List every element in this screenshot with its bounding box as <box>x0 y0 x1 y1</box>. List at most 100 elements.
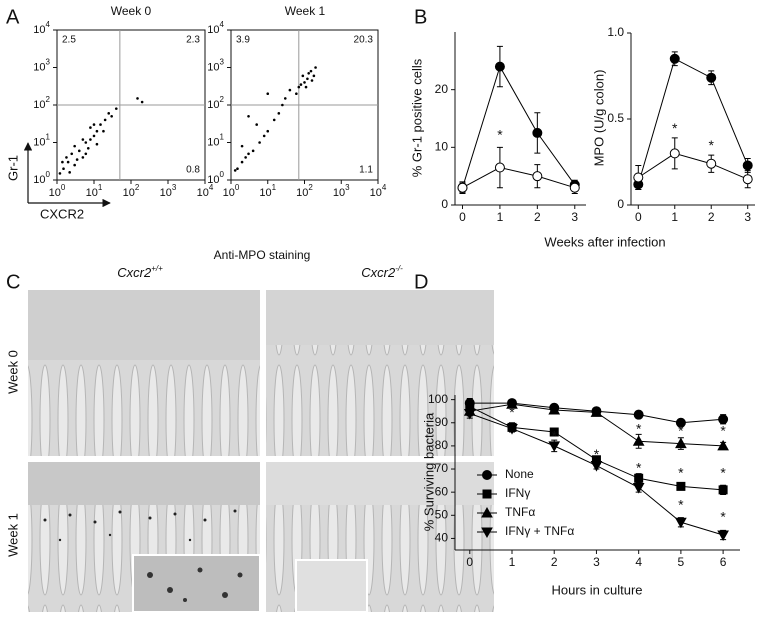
event-dot <box>86 147 90 150</box>
tick-base: 10 <box>370 187 382 199</box>
event-dot <box>314 66 317 69</box>
event-dot <box>272 118 276 122</box>
marker <box>717 530 729 541</box>
micrograph-crypts <box>28 360 260 456</box>
genotype: -/- <box>395 264 403 273</box>
marker <box>549 427 559 437</box>
marker <box>669 148 680 159</box>
inset <box>295 559 368 613</box>
tick-exponent: 1 <box>272 183 277 192</box>
tick-label: 102 <box>296 183 313 199</box>
event-dot <box>70 152 74 156</box>
event-dot <box>62 167 65 171</box>
marker <box>548 404 561 415</box>
panel-letter: B <box>414 6 427 28</box>
panel-letter: A <box>6 6 20 28</box>
event-dot <box>75 158 79 161</box>
tick-label: 40 <box>435 531 449 545</box>
y-axis-label: % Gr-1 positive cells <box>409 58 424 177</box>
marker <box>494 61 505 72</box>
tick-exponent: 1 <box>98 183 103 192</box>
tick-label: 3 <box>744 210 751 224</box>
inset <box>132 554 261 613</box>
tick-label: 102 <box>123 183 140 199</box>
tick-exponent: 3 <box>345 183 350 192</box>
tick-base: 10 <box>33 99 45 111</box>
marker <box>463 409 476 420</box>
tick-label: 60 <box>435 484 449 498</box>
annotation: * <box>678 497 684 513</box>
event-dot <box>251 149 255 153</box>
tick-label: 6 <box>720 555 727 569</box>
tick-label: 103 <box>333 183 350 199</box>
event-dot <box>297 85 301 89</box>
tick-label: 104 <box>33 20 50 36</box>
tick-label: 10 <box>435 140 449 154</box>
marker <box>718 414 729 425</box>
inset-dots <box>147 567 243 602</box>
marker <box>590 406 603 417</box>
annotation: * <box>551 427 557 443</box>
event-dot <box>84 152 88 156</box>
series-line <box>637 58 749 185</box>
event-dot <box>307 72 310 75</box>
stain-dots <box>43 509 237 542</box>
event-dot <box>306 77 309 81</box>
event-dot <box>136 97 139 100</box>
event-dot <box>89 138 92 141</box>
event-dot <box>283 97 287 100</box>
y-axis-label: Gr-1 <box>5 155 20 181</box>
tick-label: 70 <box>435 461 449 475</box>
y-axis-label: % Surviving bacteria <box>421 412 436 531</box>
series-line <box>638 152 748 180</box>
quadrant-label: 0.8 <box>186 165 200 176</box>
marker <box>633 172 644 183</box>
tick-label: 101 <box>207 133 224 149</box>
annotation: * <box>672 120 678 136</box>
event-dot <box>304 85 308 89</box>
tick-base: 10 <box>33 174 45 186</box>
marker <box>590 461 603 472</box>
marker <box>633 409 644 420</box>
tick-label: 0 <box>617 197 624 211</box>
event-dot <box>81 138 85 141</box>
tick-label: 101 <box>86 183 103 199</box>
tick-label: 102 <box>207 95 224 111</box>
event-dot <box>99 123 102 126</box>
event-dot <box>236 167 239 171</box>
tick-exponent: 1 <box>220 133 225 142</box>
tick-exponent: 1 <box>46 133 51 142</box>
tick-label: 100 <box>223 183 240 199</box>
event-dot <box>92 123 96 126</box>
marker <box>481 506 493 518</box>
marker <box>669 53 680 64</box>
tick-label: 2 <box>551 555 558 569</box>
tick-label: 0 <box>441 197 448 211</box>
event-dot <box>89 126 92 129</box>
tick-label: 0 <box>459 210 466 224</box>
legend-label: TNFα <box>505 505 535 519</box>
annotation: * <box>709 137 715 153</box>
tick-label: 103 <box>207 58 224 74</box>
x-axis-label: Hours in culture <box>551 582 642 597</box>
gene: Cxcr2 <box>361 265 396 280</box>
event-dot <box>110 114 113 118</box>
event-dot <box>81 156 85 159</box>
tick-base: 10 <box>223 187 235 199</box>
event-dot <box>266 92 270 96</box>
event-dot <box>301 74 305 78</box>
column-label: Cxcr2-/- <box>361 264 403 280</box>
tick-exponent: 2 <box>308 183 313 192</box>
marker <box>494 162 505 173</box>
event-dot <box>61 160 64 164</box>
marker <box>482 470 492 480</box>
tick-label: 3 <box>571 210 578 224</box>
event-dot <box>77 149 81 153</box>
chart: 0 1 2 3 4 5 6 40 50 60 70 80 90 100 D Hours in culture%… <box>414 271 740 597</box>
tick-label: 3 <box>593 555 600 569</box>
tick-label: 101 <box>33 133 50 149</box>
tick-base: 10 <box>160 187 172 199</box>
event-dot <box>258 141 261 144</box>
event-dot <box>247 152 250 156</box>
